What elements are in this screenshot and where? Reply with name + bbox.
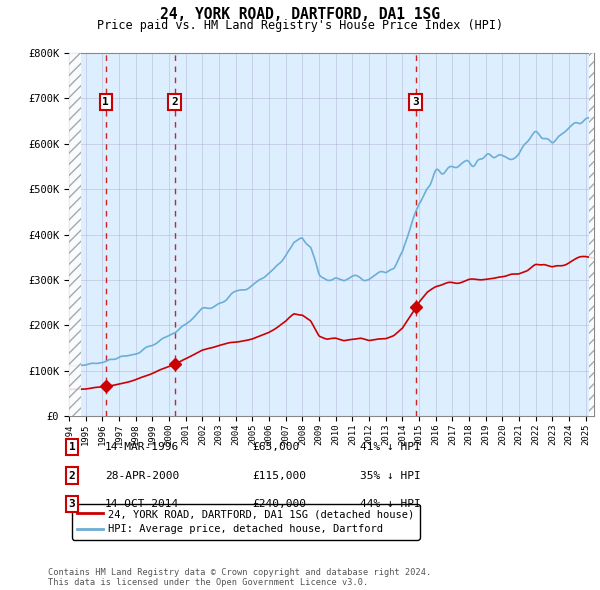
- Bar: [69, 53, 80, 416]
- Text: 35% ↓ HPI: 35% ↓ HPI: [360, 471, 421, 480]
- Text: 44% ↓ HPI: 44% ↓ HPI: [360, 499, 421, 509]
- Text: 2: 2: [171, 97, 178, 107]
- Text: 3: 3: [412, 97, 419, 107]
- Text: £115,000: £115,000: [252, 471, 306, 480]
- Text: 14-OCT-2014: 14-OCT-2014: [105, 499, 179, 509]
- Text: £240,000: £240,000: [252, 499, 306, 509]
- Text: Price paid vs. HM Land Registry's House Price Index (HPI): Price paid vs. HM Land Registry's House …: [97, 19, 503, 32]
- Bar: [589, 53, 598, 416]
- Text: 2: 2: [68, 471, 76, 480]
- Text: £65,000: £65,000: [252, 442, 299, 452]
- Text: 41% ↓ HPI: 41% ↓ HPI: [360, 442, 421, 452]
- Text: 24, YORK ROAD, DARTFORD, DA1 1SG: 24, YORK ROAD, DARTFORD, DA1 1SG: [160, 7, 440, 22]
- Legend: 24, YORK ROAD, DARTFORD, DA1 1SG (detached house), HPI: Average price, detached : 24, YORK ROAD, DARTFORD, DA1 1SG (detach…: [71, 504, 419, 539]
- Text: 14-MAR-1996: 14-MAR-1996: [105, 442, 179, 452]
- Text: 28-APR-2000: 28-APR-2000: [105, 471, 179, 480]
- Text: 1: 1: [102, 97, 109, 107]
- Text: 3: 3: [68, 499, 76, 509]
- Text: 1: 1: [68, 442, 76, 452]
- Text: Contains HM Land Registry data © Crown copyright and database right 2024.
This d: Contains HM Land Registry data © Crown c…: [48, 568, 431, 587]
